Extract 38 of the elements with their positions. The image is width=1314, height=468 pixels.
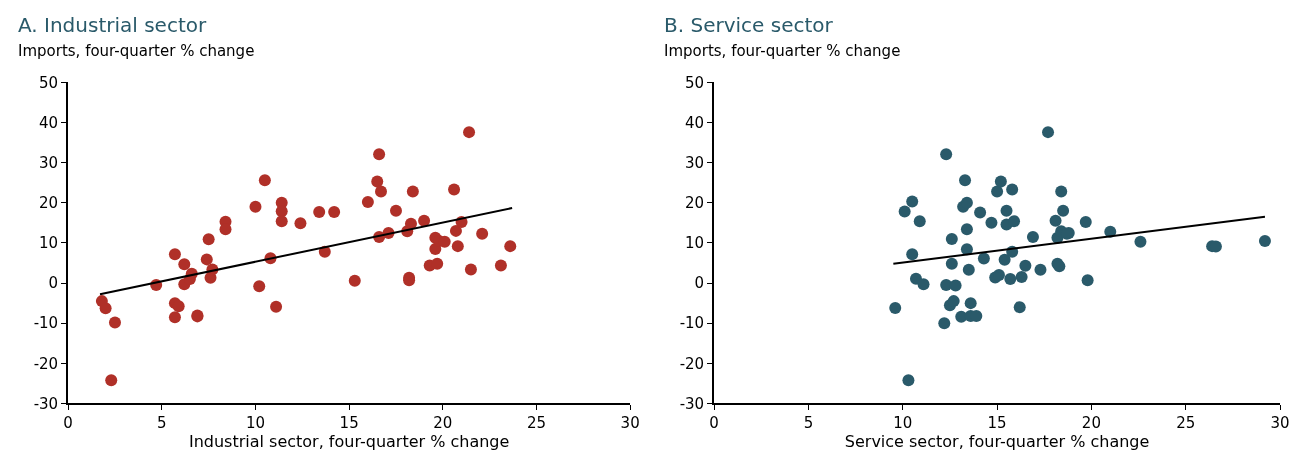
y-tick-label: -20 <box>33 354 59 373</box>
y-tick-label: 50 <box>685 73 705 92</box>
x-axis-title: Service sector, four-quarter % change <box>844 432 1150 452</box>
x-tick-label: 0 <box>63 414 73 433</box>
y-tick-label: 10 <box>685 234 705 253</box>
y-tick-label: -30 <box>33 394 59 413</box>
chart-title: B. Service sector <box>664 13 834 37</box>
y-axis-title: Imports, four-quarter % change <box>18 42 255 60</box>
x-tick-label: 15 <box>987 414 1007 433</box>
x-tick-label: 25 <box>1176 414 1196 433</box>
y-tick-label: 10 <box>39 234 59 253</box>
y-tick-label: 20 <box>685 194 705 213</box>
x-tick-label: 15 <box>339 414 359 433</box>
x-tick-label: 20 <box>1081 414 1101 433</box>
x-tick-label: 25 <box>526 414 547 433</box>
y-axis-title: Imports, four-quarter % change <box>664 42 901 60</box>
y-tick-label: 0 <box>48 274 59 293</box>
y-tick-label: -30 <box>679 394 705 413</box>
y-tick-label: -10 <box>33 314 59 333</box>
x-tick-label: 20 <box>433 414 453 433</box>
x-tick-label: 30 <box>620 414 640 433</box>
x-tick-label: 10 <box>245 414 266 433</box>
x-tick-label: 10 <box>893 414 913 433</box>
y-tick-label: 50 <box>39 73 59 92</box>
x-tick-label: 5 <box>157 414 167 433</box>
x-tick-label: 0 <box>709 414 719 433</box>
y-tick-label: 30 <box>685 153 705 172</box>
y-tick-label: -10 <box>679 314 705 333</box>
y-tick-label: 20 <box>39 194 59 213</box>
x-axis-title: Industrial sector, four-quarter % change <box>188 432 510 452</box>
x-tick-label: 5 <box>803 414 814 433</box>
y-tick-label: 0 <box>694 274 705 293</box>
chart-title: A. Industrial sector <box>18 13 207 37</box>
y-tick-label: 40 <box>685 113 705 132</box>
y-tick-label: -20 <box>679 354 705 373</box>
y-tick-label: 30 <box>39 153 59 172</box>
x-tick-label: 30 <box>1270 414 1290 433</box>
y-tick-label: 40 <box>39 113 59 132</box>
